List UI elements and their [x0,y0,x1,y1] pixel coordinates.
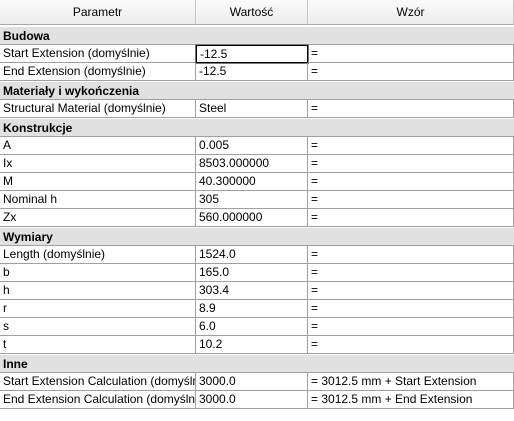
parameter-formula-cell[interactable]: = [308,318,514,336]
parameter-name-cell: r [0,300,196,318]
table-row: t 10.2 = [0,336,514,354]
parameter-formula-cell[interactable]: = [308,191,514,209]
parameter-formula-cell[interactable]: = [308,155,514,173]
parameter-name-cell: Length (domyślnie) [0,246,196,264]
parameter-formula-cell[interactable]: = 3012.5 mm + End Extension [308,391,514,409]
table-row: Nominal h 305 = [0,191,514,209]
parameter-value-cell[interactable]: 6.0 [196,318,308,336]
column-header-parameter[interactable]: Parametr [0,0,196,25]
parameter-formula-cell[interactable]: = [308,137,514,155]
parameter-name-cell: End Extension Calculation (domyślnie) [0,391,196,409]
parameter-formula-cell[interactable]: = [308,45,514,63]
table-row: b 165.0 = [0,264,514,282]
parameter-formula-cell[interactable]: = [308,209,514,227]
parameter-value-cell[interactable]: -12.5 [195,44,309,64]
parameter-name-cell: h [0,282,196,300]
parameter-formula-cell[interactable]: = [308,282,514,300]
parameter-name-cell: Ix [0,155,196,173]
parameter-name-cell: s [0,318,196,336]
parameter-value-cell[interactable]: -12.5 [196,63,308,81]
group-header[interactable]: Materiały i wykończenia [0,82,514,100]
parameter-value-cell[interactable]: 10.2 [196,336,308,354]
parameter-name-cell: End Extension (domyślnie) [0,63,196,81]
parameter-value-cell[interactable]: 3000.0 [196,373,308,391]
parameter-value-cell[interactable]: 8.9 [196,300,308,318]
parameter-formula-cell[interactable]: = [308,63,514,81]
parameter-name-cell: b [0,264,196,282]
parameter-name-cell: A [0,137,196,155]
parameter-formula-cell[interactable]: = [308,264,514,282]
parameter-name-cell: Start Extension Calculation (domyślnie) [0,373,196,391]
parameter-name-cell: t [0,336,196,354]
table-row: r 8.9 = [0,300,514,318]
parameter-value-cell[interactable]: 3000.0 [196,391,308,409]
parameter-value-cell[interactable]: 165.0 [196,264,308,282]
parameter-value-cell[interactable]: Steel [196,100,308,118]
table-row: End Extension (domyślnie) -12.5 = [0,63,514,81]
parameter-formula-cell[interactable]: = [308,246,514,264]
table-row: M 40.300000 = [0,173,514,191]
table-row: Zx 560.000000 = [0,209,514,227]
table-row: Start Extension Calculation (domyślnie) 3… [0,373,514,391]
group-header[interactable]: Wymiary [0,228,514,246]
table-row: End Extension Calculation (domyślnie) 300… [0,391,514,409]
parameter-name-cell: M [0,173,196,191]
column-header-value[interactable]: Wartość [196,0,308,25]
parameter-formula-cell[interactable]: = [308,300,514,318]
parameter-formula-cell[interactable]: = [308,100,514,118]
parameter-formula-cell[interactable]: = [308,173,514,191]
table-row: Structural Material (domyślnie) Steel = [0,100,514,118]
parameter-value-cell[interactable]: 0.005 [196,137,308,155]
parameter-value-cell[interactable]: 8503.000000 [196,155,308,173]
group-header[interactable]: Konstrukcje [0,119,514,137]
group-header[interactable]: Budowa [0,27,514,45]
column-header-formula[interactable]: Wzór [308,0,514,25]
parameter-formula-cell[interactable]: = [308,336,514,354]
table-row: Length (domyślnie) 1524.0 = [0,246,514,264]
parameter-name-cell: Nominal h [0,191,196,209]
parameter-value-cell[interactable]: 40.300000 [196,173,308,191]
table-row: h 303.4 = [0,282,514,300]
group-header[interactable]: Inne [0,355,514,373]
table-row: A 0.005 = [0,137,514,155]
table-row: Start Extension (domyślnie) -12.5 = [0,44,514,64]
parameter-name-cell: Structural Material (domyślnie) [0,100,196,118]
parameter-value-cell[interactable]: 303.4 [196,282,308,300]
parameter-formula-cell[interactable]: = 3012.5 mm + Start Extension [308,373,514,391]
table-row: s 6.0 = [0,318,514,336]
parameter-value-cell[interactable]: 305 [196,191,308,209]
parameter-name-cell: Zx [0,209,196,227]
parameter-value-cell[interactable]: 560.000000 [196,209,308,227]
parameter-name-cell: Start Extension (domyślnie) [0,45,196,63]
parameter-value-cell[interactable]: 1524.0 [196,246,308,264]
table-row: Ix 8503.000000 = [0,155,514,173]
